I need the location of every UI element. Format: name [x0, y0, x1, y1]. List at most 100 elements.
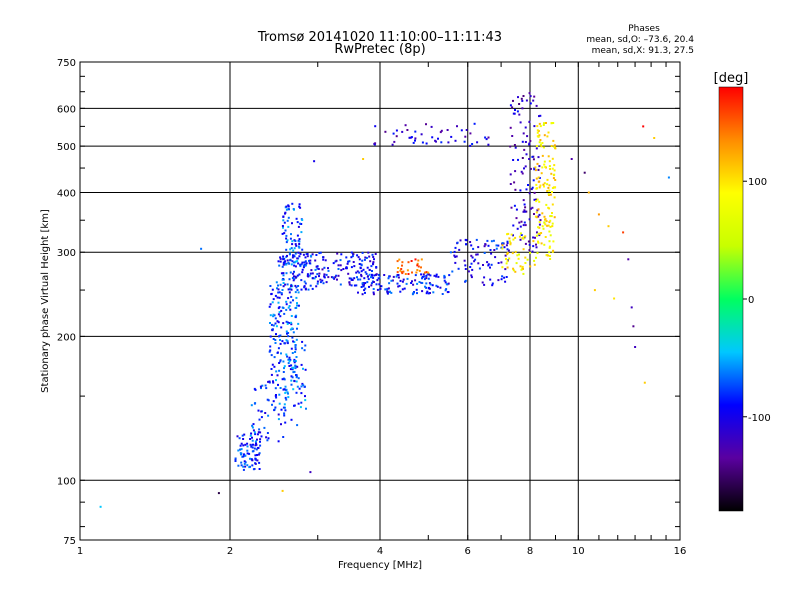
data-point	[551, 250, 554, 253]
data-point	[435, 284, 438, 287]
data-point	[280, 309, 283, 312]
data-point	[529, 265, 532, 268]
data-point	[420, 258, 423, 261]
data-point	[364, 282, 367, 285]
data-point	[315, 285, 318, 288]
data-point	[553, 145, 556, 148]
data-point	[286, 355, 289, 358]
data-point	[443, 276, 446, 279]
data-point	[537, 168, 540, 171]
data-point	[240, 442, 243, 445]
data-point	[295, 391, 298, 394]
data-point	[536, 252, 539, 255]
data-point	[528, 243, 531, 246]
data-point	[426, 273, 429, 276]
data-point	[285, 320, 288, 323]
data-point	[421, 282, 424, 284]
data-point	[361, 259, 364, 262]
data-point	[529, 167, 532, 170]
data-point	[286, 283, 289, 286]
data-point	[289, 308, 292, 311]
data-point	[538, 141, 541, 144]
data-point	[319, 278, 322, 281]
data-point	[291, 202, 294, 205]
grid	[80, 62, 680, 540]
data-point	[526, 135, 529, 138]
data-point	[418, 269, 421, 272]
data-point	[454, 246, 457, 249]
data-point	[399, 279, 402, 282]
data-point	[302, 253, 305, 256]
data-point	[295, 306, 298, 309]
data-point	[634, 346, 637, 348]
data-point	[350, 278, 353, 281]
data-point	[411, 280, 413, 283]
data-point	[296, 257, 299, 260]
data-point	[289, 237, 292, 240]
data-point	[280, 292, 283, 295]
data-point	[515, 208, 518, 211]
data-point	[237, 464, 240, 467]
data-point	[525, 99, 528, 102]
data-point	[277, 291, 280, 294]
data-point	[627, 258, 630, 261]
data-point	[508, 240, 511, 243]
data-point	[244, 465, 247, 468]
data-point	[421, 290, 424, 293]
data-point	[274, 406, 277, 409]
data-point	[250, 444, 253, 447]
data-point	[425, 277, 428, 280]
data-point	[292, 299, 294, 302]
x-tick-label: 10	[572, 546, 585, 557]
data-point	[535, 200, 538, 203]
data-point	[286, 259, 289, 262]
data-point	[524, 256, 527, 259]
data-point	[311, 287, 314, 290]
data-point	[290, 285, 293, 287]
data-point	[277, 418, 280, 421]
data-point	[269, 314, 272, 317]
data-point	[535, 147, 538, 150]
data-point	[414, 139, 416, 142]
data-point	[295, 338, 298, 341]
data-point	[278, 393, 281, 396]
data-point	[253, 447, 256, 450]
data-point	[340, 253, 343, 256]
data-point	[538, 226, 541, 229]
data-point	[298, 246, 301, 249]
data-point	[269, 285, 272, 287]
data-point	[393, 140, 396, 143]
data-point	[441, 293, 444, 295]
data-point	[522, 224, 525, 227]
data-point	[551, 225, 554, 228]
data-point	[447, 282, 450, 285]
data-point	[296, 289, 299, 291]
data-point	[428, 282, 431, 285]
data-point	[285, 353, 288, 356]
data-point	[412, 141, 415, 144]
data-point	[546, 254, 549, 257]
data-point	[545, 203, 548, 206]
data-point	[294, 284, 297, 287]
data-point	[458, 248, 461, 251]
data-point	[537, 241, 540, 244]
data-point	[279, 339, 281, 341]
colorbar-ticks: 100 0 -100	[743, 177, 771, 424]
data-point	[299, 252, 302, 255]
data-point	[395, 129, 398, 132]
data-point	[550, 215, 553, 218]
data-point	[271, 301, 274, 304]
data-point	[359, 266, 362, 269]
data-point	[268, 380, 271, 383]
data-point	[281, 278, 284, 281]
data-point	[303, 261, 306, 264]
data-point	[525, 153, 528, 156]
data-point	[316, 282, 319, 285]
data-point	[294, 367, 297, 370]
data-point	[549, 255, 551, 257]
data-point	[421, 277, 423, 280]
data-point	[335, 274, 338, 277]
data-point	[379, 287, 382, 290]
data-point	[255, 448, 258, 451]
data-point	[285, 300, 288, 303]
